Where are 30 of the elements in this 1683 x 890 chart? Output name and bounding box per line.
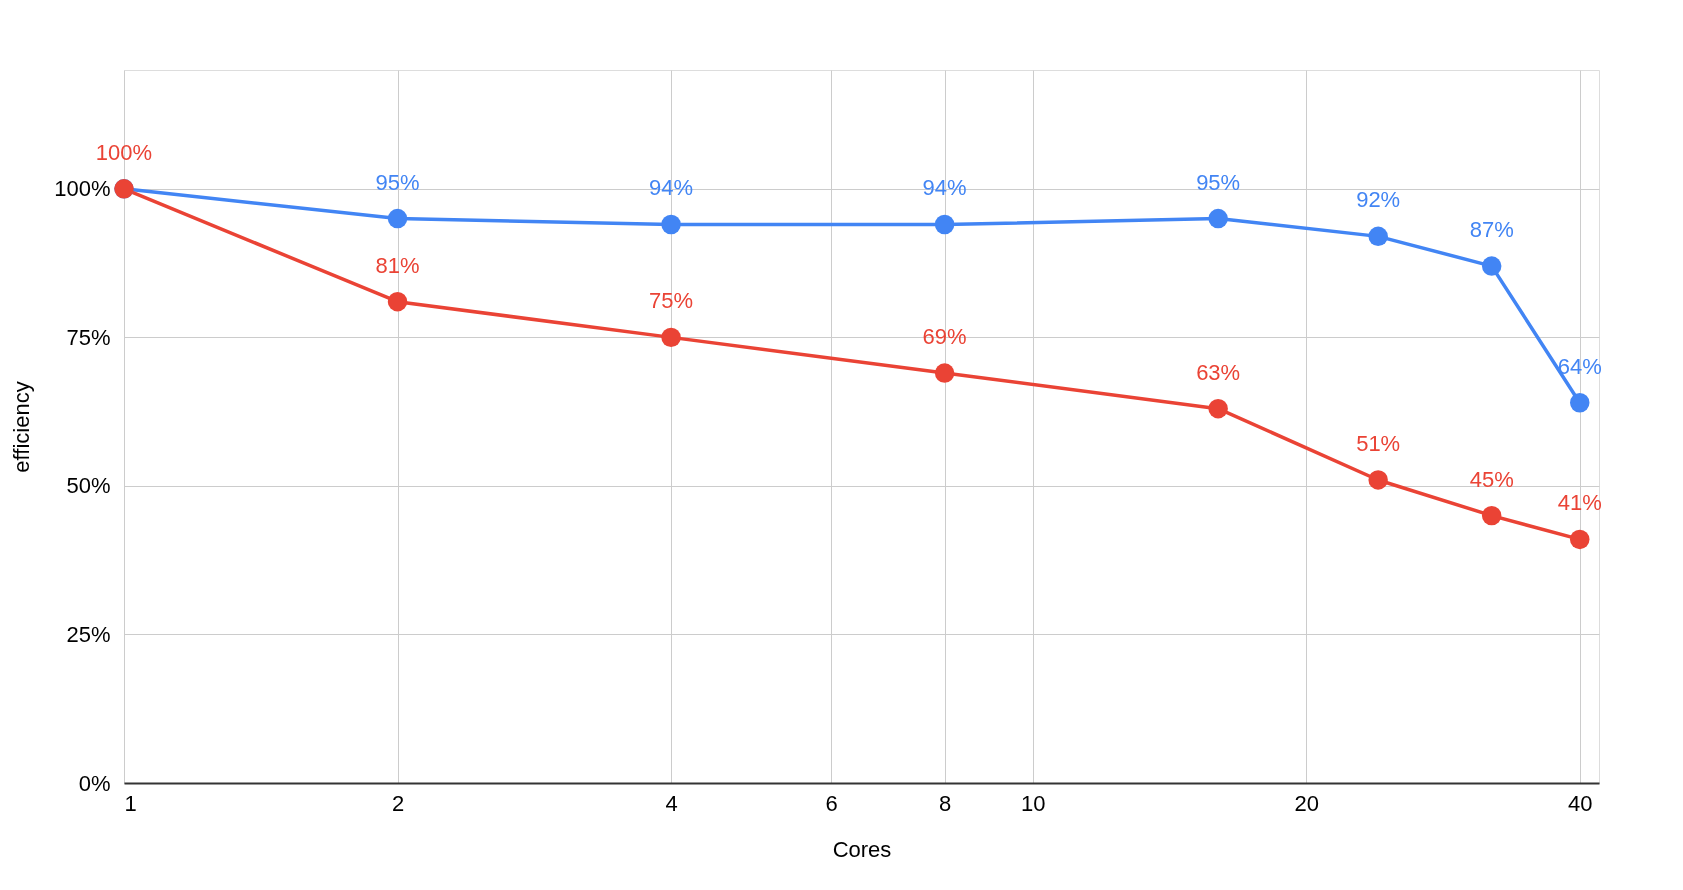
data-label: 51% [1356, 430, 1401, 456]
x-tick-label: 1 [124, 790, 137, 816]
data-label: 92% [1356, 187, 1401, 213]
x-axis-title: Cores [832, 836, 892, 862]
x-tick-label: 40 [1568, 790, 1593, 816]
data-label: 94% [649, 175, 694, 201]
x-tick-label: 10 [1020, 790, 1046, 816]
y-tick-label: 50% [66, 473, 111, 499]
x-tick-label: 8 [938, 790, 952, 816]
data-label: 94% [922, 175, 967, 201]
data-label: 100% [95, 139, 153, 165]
y-tick-label: 0% [78, 770, 111, 796]
x-tick-label: 6 [825, 790, 838, 816]
x-tick-label: 20 [1294, 790, 1319, 816]
y-axis-title: efficiency [9, 381, 35, 473]
data-label: 81% [375, 252, 420, 278]
data-label: 41% [1557, 490, 1602, 516]
data-label: 45% [1469, 466, 1514, 492]
x-tick-label: 4 [665, 790, 678, 816]
y-tick-label: 75% [66, 324, 111, 350]
x-tick-label: 2 [391, 790, 405, 816]
data-label: 63% [1196, 359, 1241, 385]
data-label: 87% [1469, 217, 1514, 243]
data-label: 95% [1196, 169, 1241, 195]
data-label: 75% [649, 288, 694, 314]
y-tick-label: 25% [66, 621, 111, 647]
data-label: 95% [375, 169, 420, 195]
y-tick-label: 100% [54, 176, 111, 202]
data-label: 64% [1557, 353, 1602, 379]
data-label: 69% [922, 324, 967, 350]
